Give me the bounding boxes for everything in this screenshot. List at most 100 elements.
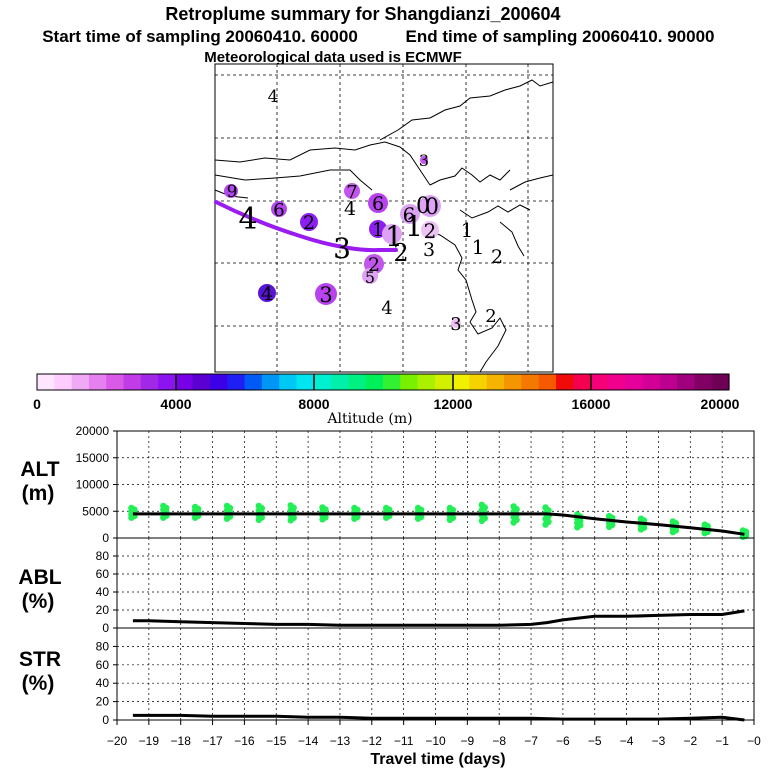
colorbar-swatch	[642, 374, 661, 390]
colorbar-swatch	[504, 374, 522, 390]
alt-scatter-point	[191, 503, 199, 511]
colorbar-swatch	[140, 374, 159, 390]
colorbar-label: 16000	[572, 396, 611, 412]
map-label: 0	[416, 194, 430, 219]
x-tick-label: −3	[652, 734, 666, 748]
map-label: 7	[346, 182, 357, 203]
alt-scatter-point	[637, 515, 645, 522]
alt-scatter-point	[128, 504, 135, 512]
colorbar-swatch	[711, 374, 730, 390]
x-tick-label: −1	[715, 734, 729, 748]
alt-scatter-point	[446, 504, 454, 512]
colorbar-swatch	[123, 374, 142, 390]
x-tick-label: −7	[524, 734, 538, 748]
x-tick-label: −2	[683, 734, 697, 748]
abl-series-line	[132, 609, 745, 627]
colorbar-swatch	[37, 374, 55, 390]
colorbar-swatch	[192, 374, 211, 390]
colorbar-swatch	[175, 374, 194, 390]
alt-unit-label: (m)	[22, 482, 55, 505]
colorbar-label: 0	[33, 396, 41, 412]
map-label: 2	[485, 306, 496, 327]
abl-ytick-label: 0	[102, 621, 109, 635]
plume-circle	[344, 183, 360, 199]
alt-panel: 0 5000 10000 15000 20000	[76, 424, 755, 545]
colorbar-swatch	[261, 374, 280, 390]
colorbar-label: 12000	[434, 396, 473, 412]
main-title: Retroplume summary for Shangdianzi_20060…	[165, 4, 560, 24]
plume-circle	[382, 224, 402, 244]
alt-scatter-point	[319, 504, 326, 511]
colorbar-swatch	[210, 374, 228, 390]
x-tick-label: −18	[171, 734, 192, 748]
colorbar: 0 4000 8000 12000 16000 20000 Altitude (…	[33, 373, 740, 427]
map-label: 1	[405, 210, 423, 243]
x-axis-title: Travel time (days)	[370, 751, 505, 768]
abl-panel: 0 20 40 60 80	[96, 537, 755, 635]
map-label: 2	[368, 254, 380, 276]
map-panel: 4 3 9 4 6 2 7 4 6 1 6 0 0 1 1 2 3 2 3 1 …	[214, 63, 554, 373]
map-label: 4	[261, 283, 273, 305]
plume-circle	[419, 195, 441, 217]
colorbar-swatch	[677, 374, 695, 390]
alt-scatter-point	[669, 518, 677, 525]
colorbar-label: 20000	[701, 396, 740, 412]
x-tick-label: −11	[394, 734, 414, 748]
x-tick-label: −15	[266, 734, 287, 748]
colorbar-swatch	[158, 374, 176, 390]
x-tick-label: −0	[747, 734, 761, 748]
plume-circle	[400, 204, 420, 224]
colorbar-swatch	[54, 374, 73, 390]
str-ytick-label: 80	[96, 639, 110, 653]
plume-circle	[362, 268, 378, 284]
map-label: 3	[423, 239, 435, 261]
colorbar-swatch	[434, 374, 453, 390]
alt-scatter	[128, 501, 750, 541]
alt-scatter-point	[478, 501, 485, 508]
plume-circle	[315, 283, 337, 305]
x-tick-label: −6	[556, 734, 570, 748]
colorbar-swatch	[486, 374, 505, 390]
map-labels: 4 3 9 4 6 2 7 4 6 1 6 0 0 1 1 2 3 2 3 1 …	[227, 87, 503, 335]
map-label: 1	[461, 218, 474, 242]
map-label: 6	[273, 200, 284, 221]
colorbar-label: 4000	[160, 396, 191, 412]
map-label: 1	[385, 220, 403, 253]
alt-ytick-label: 20000	[76, 424, 110, 438]
str-ytick-label: 40	[96, 676, 110, 690]
plume-circles	[224, 156, 461, 328]
alt-label: ALT	[20, 458, 59, 481]
x-tick-label: −13	[330, 734, 351, 748]
met-data-title: Meteorological data used is ECMWF	[204, 49, 462, 66]
map-label: 2	[393, 239, 408, 267]
x-tick-label: −17	[202, 734, 223, 748]
colorbar-swatch	[556, 374, 574, 390]
alt-ytick-label: 0	[102, 531, 109, 545]
alt-ytick-label: 15000	[76, 451, 110, 465]
alt-scatter-point	[287, 502, 294, 509]
x-tick-label: −5	[588, 734, 602, 748]
alt-scatter-point	[542, 504, 549, 511]
map-label: 9	[227, 182, 238, 202]
alt-scatter-point	[351, 504, 358, 512]
x-tick-label: −10	[425, 734, 446, 748]
abl-unit-label: (%)	[22, 590, 55, 613]
colorbar-swatch	[625, 374, 644, 390]
trajectory-line	[214, 200, 398, 253]
plume-circle	[224, 184, 238, 198]
map-label: 4	[381, 298, 392, 319]
map-label: 6	[372, 193, 384, 215]
colorbar-swatch	[279, 374, 298, 390]
abl-ytick-label: 20	[96, 603, 110, 617]
alt-scatter-point	[223, 502, 231, 510]
start-time-title: Start time of sampling 20060410. 60000	[42, 27, 358, 46]
map-label: 3	[319, 283, 332, 307]
alt-scatter-point	[255, 502, 262, 510]
colorbar-swatch	[417, 374, 436, 390]
x-tick-label: −16	[234, 734, 255, 748]
str-label: STR	[19, 648, 61, 671]
map-label: 2	[303, 212, 315, 234]
alt-ytick-label: 5000	[82, 504, 109, 518]
time-series-panels: 0 5000 10000 15000 20000 0 20 40 60 80 0 20 40 60 80 −2…	[76, 424, 762, 748]
